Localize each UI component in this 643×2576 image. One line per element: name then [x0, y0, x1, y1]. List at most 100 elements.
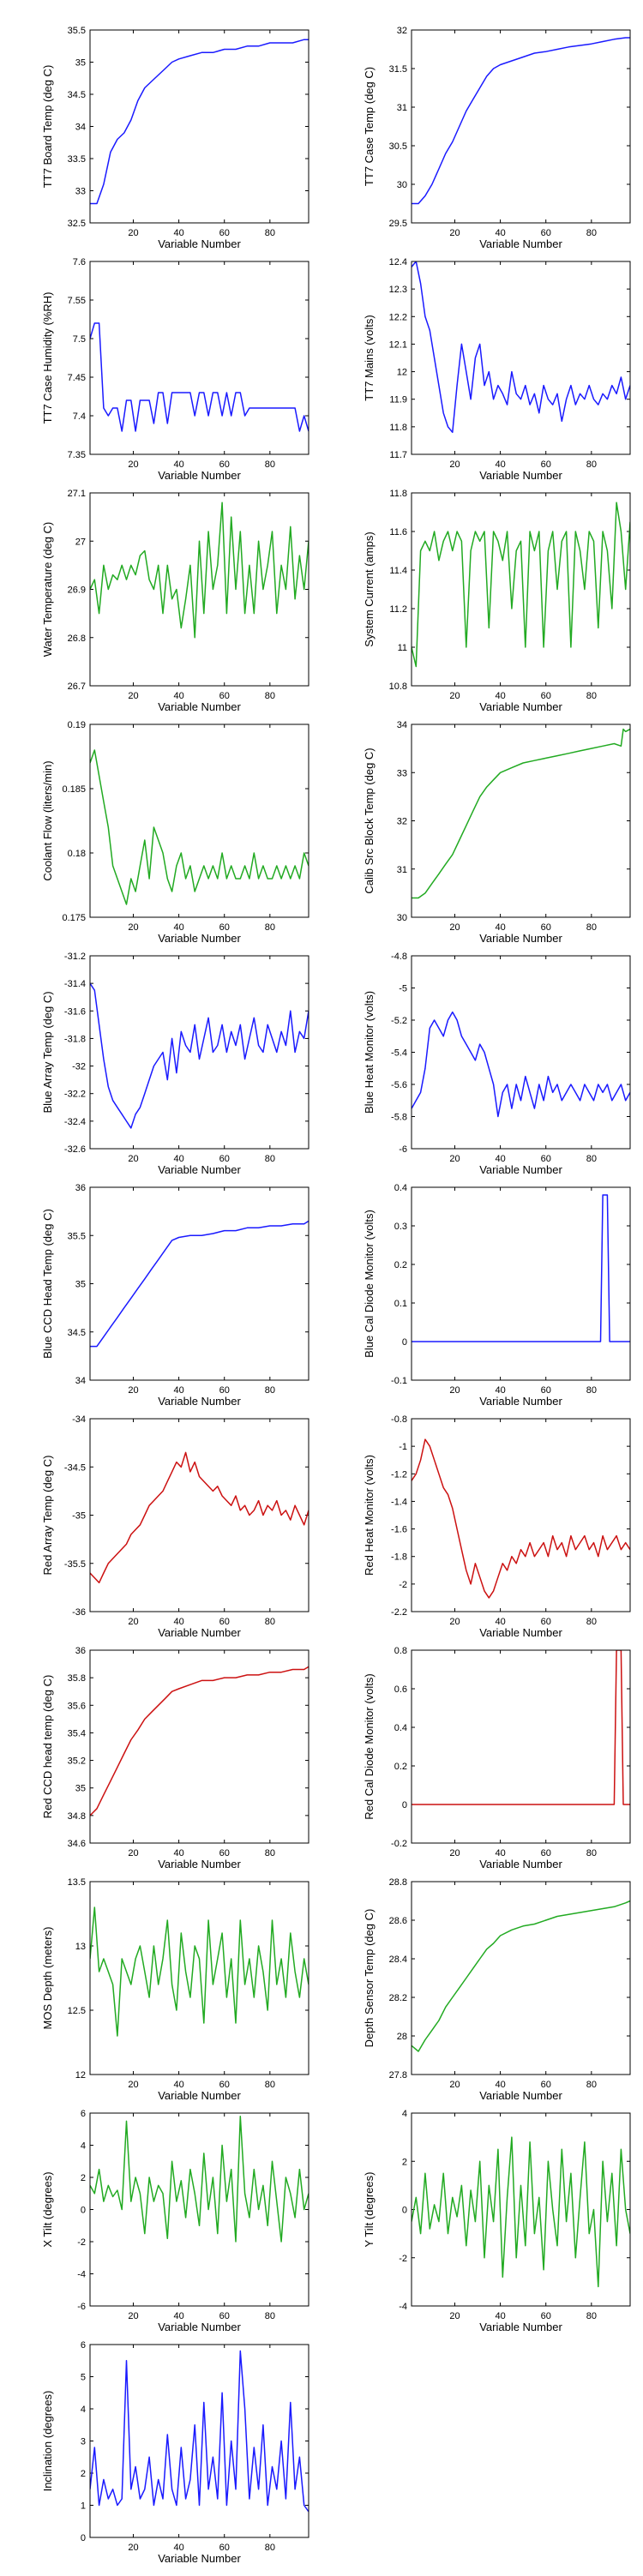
series-line: [90, 982, 309, 1129]
subplot-9: -31.2 -31.4 -31.6 -31.8 -32 -32.2 -32.4 -32.6 20…: [41, 952, 309, 1176]
y-axis-label: Red Heat Monitor (volts): [363, 1455, 376, 1576]
subplot-20: -4 -2 0 2 4 20 40 60 80 Variable Number Y Tilt (de…: [363, 2109, 631, 2333]
subplot-18: 27.8 28 28.2 28.4 28.6 28.8 20 40 60 80 Variable N…: [363, 1877, 631, 2102]
y-tick-label: 2: [81, 2469, 86, 2479]
x-tick-label: 40: [495, 922, 505, 933]
x-tick-label: 60: [219, 691, 230, 701]
y-tick-label: -5.4: [391, 1048, 407, 1059]
plot-frame: [411, 955, 631, 1150]
y-tick-label: 0.18: [68, 849, 86, 859]
plot-frame: [411, 724, 631, 918]
y-tick-label: 31: [397, 865, 407, 875]
y-tick-label: 12: [397, 368, 407, 378]
plot-frame: [411, 1418, 631, 1612]
x-tick-label: 20: [449, 459, 460, 470]
plot-frame: [89, 1186, 309, 1381]
y-tick-label: 0: [402, 1337, 407, 1348]
plot-frame: [411, 29, 631, 224]
x-tick-label: 60: [541, 1385, 551, 1396]
x-tick-label: 60: [541, 2311, 551, 2321]
x-tick-label: 60: [219, 2543, 230, 2553]
plot-frame: [89, 2112, 309, 2307]
y-tick-label: 4: [81, 2405, 86, 2415]
y-tick-label: 11.4: [389, 566, 407, 576]
subplot-21: 0 1 2 3 4 5 6 20 40 60 80 Variable Number Inclinatio…: [41, 2340, 309, 2565]
series-line: [90, 1666, 309, 1816]
plot-frame: [411, 1649, 631, 1844]
y-tick-label: 0: [402, 1800, 407, 1810]
y-tick-label: -32.6: [64, 1144, 86, 1155]
plot-frame: [89, 1418, 309, 1612]
y-axis-label: Blue Cal Diode Monitor (volts): [363, 1210, 376, 1358]
series-line: [90, 749, 309, 905]
y-tick-label: 11.8: [389, 489, 407, 499]
y-tick-label: 34: [75, 123, 86, 133]
x-tick-label: 20: [449, 691, 460, 701]
x-axis-label: Variable Number: [479, 1626, 562, 1639]
y-axis-label: Depth Sensor Temp (deg C): [363, 1909, 376, 2048]
plot-frame: [89, 1881, 309, 2075]
x-tick-label: 20: [449, 228, 460, 238]
plot-frame: [89, 724, 309, 918]
y-tick-label: 32: [397, 26, 407, 36]
y-tick-label: -31.8: [64, 1034, 86, 1044]
x-tick-label: 40: [495, 1154, 505, 1164]
x-axis-label: Variable Number: [479, 932, 562, 945]
y-tick-label: 11: [398, 643, 407, 653]
y-tick-label: 28: [397, 2032, 407, 2042]
y-tick-label: -32: [72, 1062, 86, 1072]
y-axis-label: TT7 Mains (volts): [363, 315, 376, 400]
y-tick-label: 12.2: [389, 312, 407, 322]
subplot-14: -0.8 -1 -1.2 -1.4 -1.6 -1.8 -2 -2.2 20 40 60 80 Vari…: [363, 1414, 631, 1639]
plot-frame: [89, 492, 309, 687]
x-tick-label: 20: [128, 1385, 138, 1396]
x-tick-label: 40: [173, 1617, 183, 1627]
x-tick-label: 60: [541, 1848, 551, 1858]
x-tick-label: 60: [219, 2080, 230, 2090]
y-tick-label: 0.2: [394, 1762, 407, 1772]
y-tick-label: 0.4: [394, 1183, 407, 1193]
y-tick-label: 1: [81, 2501, 86, 2512]
y-tick-label: 34.6: [68, 1839, 86, 1849]
subplot-3: 7.35 7.4 7.45 7.5 7.55 7.6 20 40 60 80 Variable Nu…: [41, 257, 309, 482]
y-tick-label: 13.5: [68, 1877, 86, 1888]
x-tick-label: 20: [128, 1848, 138, 1858]
y-tick-label: -2: [399, 1580, 407, 1590]
y-tick-label: 0: [81, 2533, 86, 2543]
subplot-10: -4.8 -5 -5.2 -5.4 -5.6 -5.8 -6 20 40 60 80 Variable…: [363, 952, 631, 1176]
y-axis-label: Calib Src Block Temp (deg C): [363, 748, 376, 893]
x-tick-label: 80: [586, 922, 597, 933]
x-tick-label: 40: [495, 228, 505, 238]
y-tick-label: -31.4: [64, 979, 86, 989]
y-tick-label: 29.5: [389, 219, 407, 229]
y-tick-label: 0.185: [62, 784, 86, 795]
x-axis-label: Variable Number: [479, 469, 562, 482]
y-tick-label: 34.5: [68, 90, 86, 100]
y-tick-label: 33: [397, 768, 407, 778]
y-tick-label: 31.5: [389, 64, 407, 75]
y-tick-label: -31.2: [64, 952, 86, 962]
y-tick-label: 11.9: [389, 395, 407, 405]
subplot-6: 10.8 11 11.2 11.4 11.6 11.8 20 40 60 80 Variable N…: [363, 489, 631, 713]
x-tick-label: 80: [265, 1617, 275, 1627]
y-axis-label: Inclination (degrees): [41, 2391, 54, 2492]
y-tick-label: 0.175: [62, 913, 86, 923]
y-tick-label: 26.9: [68, 585, 86, 596]
series-line: [412, 2136, 630, 2288]
y-tick-label: 2: [402, 2157, 407, 2167]
y-axis-label: Red Cal Diode Monitor (volts): [363, 1673, 376, 1820]
series-line: [90, 1451, 309, 1584]
y-axis-label: Red CCD head temp (deg C): [41, 1675, 54, 1819]
y-tick-label: 11.6: [389, 527, 407, 537]
y-tick-label: 0.2: [394, 1260, 407, 1270]
x-tick-label: 20: [128, 1154, 138, 1164]
x-axis-label: Variable Number: [158, 469, 241, 482]
x-tick-label: 80: [265, 1385, 275, 1396]
y-tick-label: 7.4: [73, 411, 86, 422]
x-axis-label: Variable Number: [158, 700, 241, 713]
x-tick-label: 60: [219, 922, 230, 933]
y-tick-label: 32.5: [68, 219, 86, 229]
y-tick-label: -32.2: [64, 1090, 86, 1100]
y-axis-label: Blue Heat Monitor (volts): [363, 991, 376, 1114]
